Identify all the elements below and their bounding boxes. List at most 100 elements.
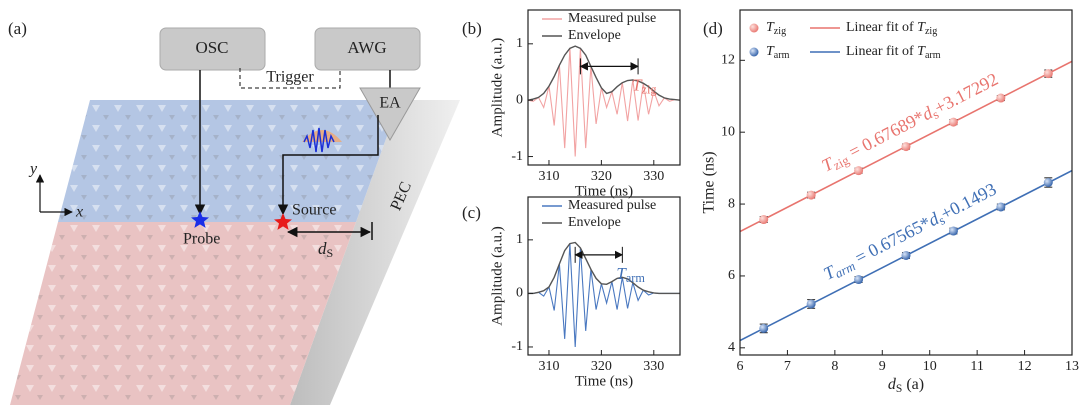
x-axis-label: Time (ns): [575, 373, 633, 389]
panel: (b) Measured pulse Envelope 310 320 330 -1 0 1 Tz…: [462, 9, 681, 199]
text-part: arm: [774, 50, 790, 61]
data-point: [854, 166, 864, 176]
osc-label: OSC: [195, 38, 228, 57]
data-point: [1043, 69, 1053, 79]
x-tick-label: 8: [831, 359, 838, 374]
text-part: d: [888, 376, 897, 393]
awg-box: [314, 27, 421, 71]
wave-packet: [303, 127, 335, 153]
trigger-link: [239, 68, 341, 89]
text-part: S: [896, 383, 902, 395]
text-part: zig: [831, 152, 852, 173]
y-tick-label: 12: [721, 53, 735, 68]
x-tick-label: 330: [643, 169, 664, 184]
x-tick-label: 320: [591, 169, 612, 184]
x-tick-label: 7: [784, 359, 791, 374]
legend-label: Envelope: [568, 28, 621, 43]
data-point: [948, 226, 958, 236]
y-tick-label: 8: [728, 196, 735, 211]
y-tick-label: -1: [511, 149, 523, 164]
text-part: s: [936, 212, 947, 228]
data-point: [996, 202, 1006, 212]
data-point: [806, 190, 816, 200]
text-part: 0.67689: [859, 111, 920, 155]
series-line: [528, 241, 680, 295]
data-point: [806, 299, 816, 309]
data-point: [854, 275, 864, 285]
text-part: arm: [925, 50, 941, 61]
text-part: zig: [774, 26, 786, 37]
ea-amplifier: [359, 87, 421, 142]
axis-y-label: y: [28, 161, 38, 178]
distance-subscript: S: [327, 246, 334, 260]
x-tick-label: 12: [1018, 359, 1032, 374]
pec-boundary: [290, 100, 460, 405]
fit-equation: Tarm = 0.67565*ds+0.1493: [820, 179, 1000, 286]
probe-star: [191, 211, 209, 228]
x-tick-label: 13: [1065, 359, 1079, 374]
x-tick-label: 11: [970, 359, 983, 374]
series-line: [528, 243, 680, 348]
y-tick-label: 6: [728, 268, 735, 283]
data-point: [901, 142, 911, 152]
wire: [277, 115, 379, 216]
plot-frame: [739, 9, 1073, 356]
x-tick-label: 310: [538, 169, 559, 184]
text-part: T: [917, 20, 926, 35]
data-point: [759, 215, 769, 225]
legend-label: Measured pulse: [568, 198, 656, 213]
y-tick-label: 1: [516, 232, 523, 247]
text-part: T: [632, 75, 643, 94]
ea-label: EA: [379, 95, 401, 112]
data-point: [996, 93, 1006, 103]
y-axis-label: Amplitude (a.u.): [489, 38, 505, 138]
probe-label: Probe: [183, 231, 220, 248]
series-line: [527, 48, 681, 157]
x-tick-label: 9: [879, 359, 886, 374]
y-tick-label: 4: [728, 340, 735, 355]
text-part: zig: [642, 82, 657, 96]
distance-label: dS: [318, 239, 333, 260]
series-line: [527, 45, 681, 101]
text-part: 3.17292: [940, 69, 1001, 113]
y-axis-label: Amplitude (a.u.): [489, 226, 505, 326]
text-part: zig: [925, 26, 937, 37]
text-part: Linear fit of: [846, 20, 917, 35]
data-point: [948, 117, 958, 127]
x-axis-label: Time (ns): [575, 183, 633, 199]
panel-label: (a): [8, 19, 27, 38]
y-tick-label: 10: [721, 124, 735, 139]
text-part: arm: [626, 271, 646, 285]
legend-marker: [749, 23, 759, 33]
y-tick-label: 0: [516, 286, 523, 301]
lattice-texture: [10, 100, 400, 405]
distance-symbol: d: [318, 239, 327, 258]
y-axis-label: Time (ns): [701, 151, 718, 213]
legend-label: Tarm: [766, 44, 790, 61]
annotation-label: Tarm: [616, 264, 645, 285]
text-part: 0.67565: [865, 217, 926, 261]
text-part: T: [766, 44, 775, 59]
text-part: T: [917, 44, 926, 59]
text-part: (a): [902, 376, 924, 393]
panel-label: (c): [462, 203, 481, 222]
data-point: [1043, 178, 1053, 187]
x-tick-label: 6: [737, 359, 744, 374]
axis-x-label: x: [75, 204, 83, 221]
x-tick-label: 330: [643, 359, 664, 374]
x-tick-label: 320: [591, 359, 612, 374]
source-star: [274, 213, 292, 230]
legend-marker: [749, 47, 759, 57]
plot-frame: [527, 9, 681, 166]
panel-label: (d): [703, 19, 723, 38]
source-label: Source: [292, 202, 336, 219]
awg-label: AWG: [347, 38, 386, 57]
x-tick-label: 310: [538, 359, 559, 374]
x-axis-label: dS (a): [888, 376, 924, 395]
legend-label: Tzig: [766, 20, 786, 37]
x-tick-label: 10: [923, 359, 937, 374]
legend-label: Measured pulse: [568, 11, 656, 26]
legend-label: Envelope: [568, 215, 621, 230]
